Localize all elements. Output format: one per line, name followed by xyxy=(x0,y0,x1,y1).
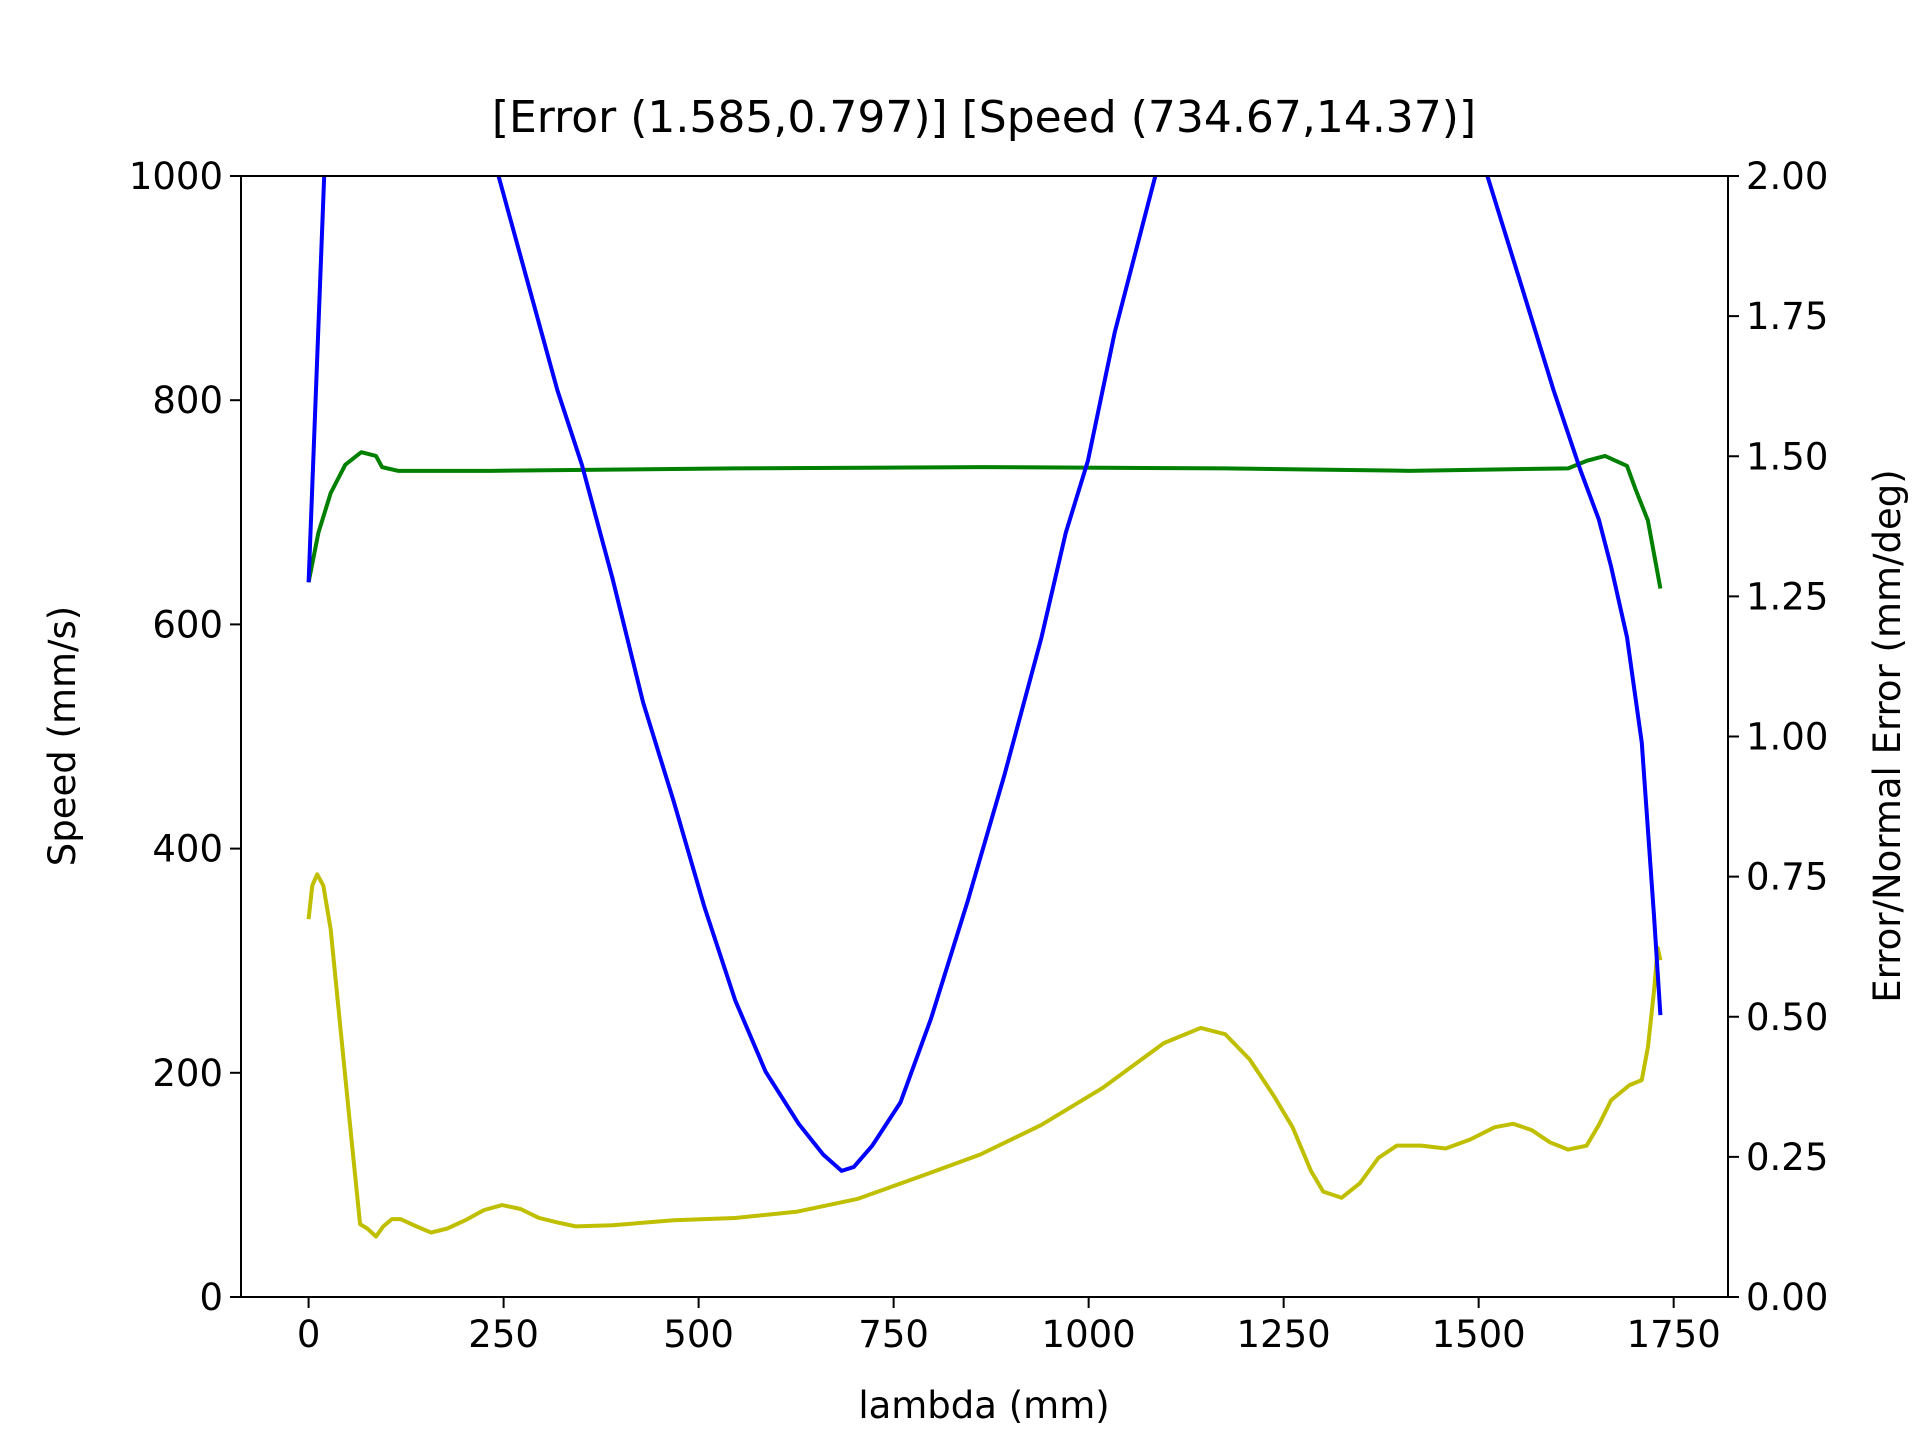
x-tick-label: 500 xyxy=(663,1313,734,1356)
y2-tick-label: 1.50 xyxy=(1746,435,1828,478)
x-tick-label: 1000 xyxy=(1042,1313,1136,1356)
y-tick-label: 800 xyxy=(152,379,223,422)
plot-frame xyxy=(240,175,1729,1298)
y2-tick-label: 0.50 xyxy=(1746,996,1828,1039)
y-axis-label: Speed (mm/s) xyxy=(41,606,84,866)
y-tick-label: 200 xyxy=(152,1052,223,1095)
y-tick-label: 600 xyxy=(152,603,223,646)
y2-tick-label: 0.75 xyxy=(1746,856,1828,899)
y2-axis-label: Error/Normal Error (mm/deg) xyxy=(1866,469,1909,1002)
y2-tick-label: 0.00 xyxy=(1746,1276,1828,1319)
chart-title: [Error (1.585,0.797)] [Speed (734.67,14.… xyxy=(492,92,1476,143)
y2-tick-label: 2.00 xyxy=(1746,155,1828,198)
y2-tick-label: 1.25 xyxy=(1746,575,1828,618)
x-tick-label: 250 xyxy=(468,1313,539,1356)
series-line xyxy=(306,450,1663,589)
y-tick-label: 0 xyxy=(199,1276,223,1319)
y2-tick-label: 1.00 xyxy=(1746,716,1828,759)
series-line xyxy=(306,176,1663,1173)
series-line xyxy=(306,872,1663,1239)
y2-tick-label: 0.25 xyxy=(1746,1136,1828,1179)
x-tick-label: 1750 xyxy=(1627,1313,1721,1356)
x-tick-label: 0 xyxy=(297,1313,321,1356)
x-tick-label: 1500 xyxy=(1432,1313,1526,1356)
plot-lines xyxy=(306,176,1663,1239)
y-tick-label: 400 xyxy=(152,828,223,871)
y2-tick-label: 1.75 xyxy=(1746,295,1828,338)
y-tick-label: 1000 xyxy=(129,155,223,198)
x-tick-label: 750 xyxy=(858,1313,929,1356)
x-tick-label: 1250 xyxy=(1237,1313,1331,1356)
x-axis-label: lambda (mm) xyxy=(858,1384,1109,1427)
